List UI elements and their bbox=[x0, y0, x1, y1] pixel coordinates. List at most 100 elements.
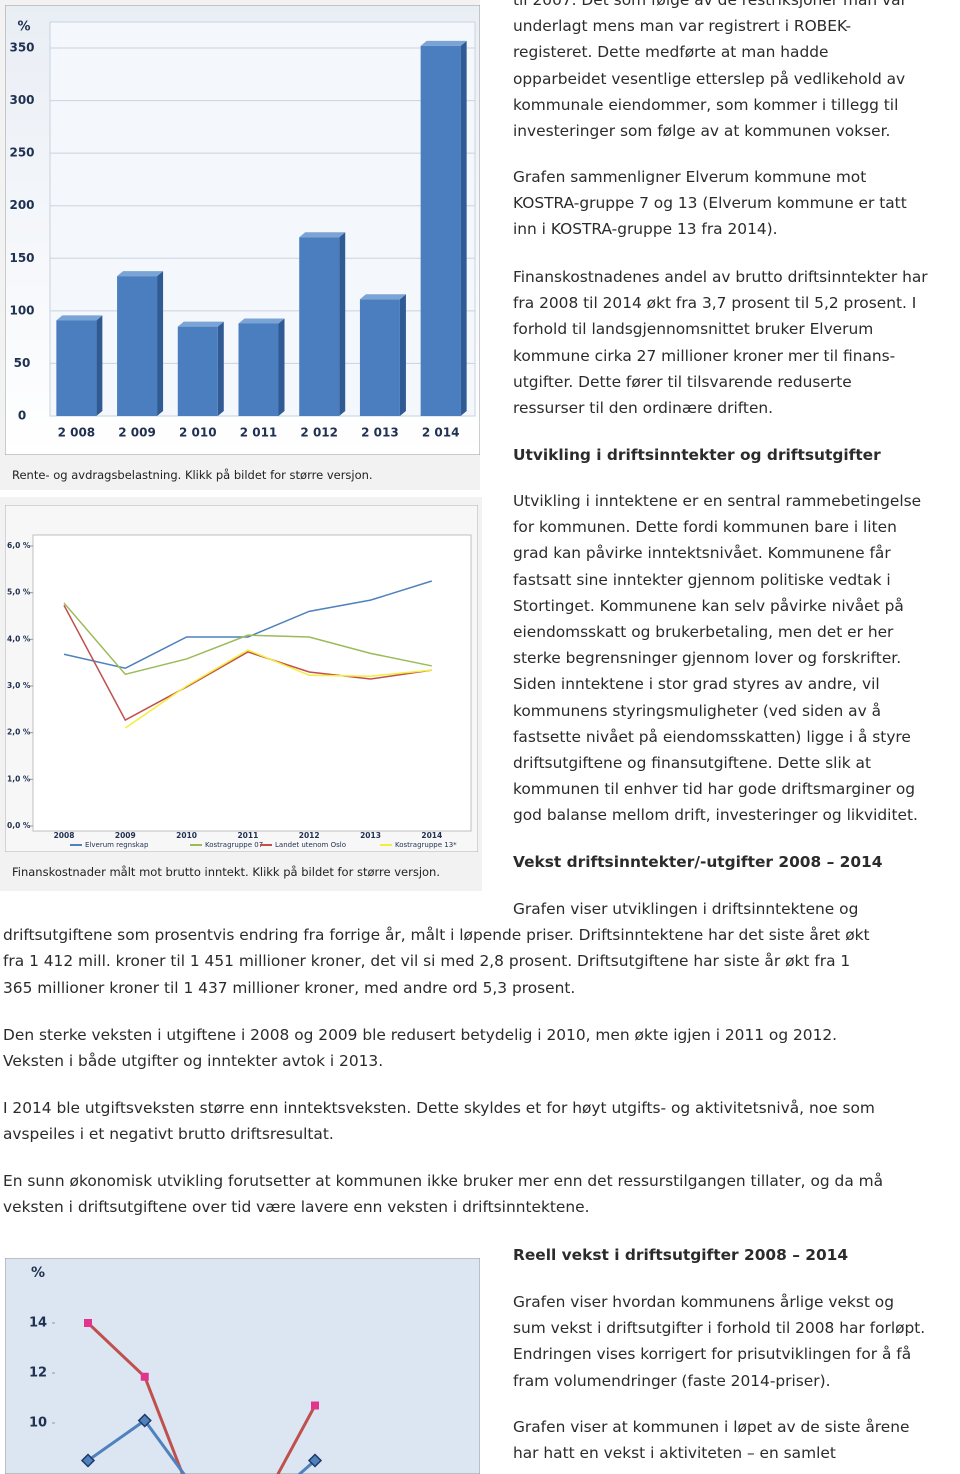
y-tick-label: 6,0 % bbox=[7, 541, 31, 550]
paragraph-line: god balanse mellom drift, investeringer … bbox=[513, 806, 918, 825]
marker bbox=[311, 1401, 319, 1410]
paragraph-line: sum vekst i driftsutgifter i forhold til… bbox=[513, 1319, 926, 1338]
y-tick-label: 4,0 % bbox=[7, 634, 31, 643]
paragraph-line: Finanskostnadenes andel av brutto drifts… bbox=[513, 268, 928, 286]
paragraph-line: for kommunen. Dette fordi kommunen bare … bbox=[513, 518, 897, 537]
section-heading: Vekst driftsinntekter/-utgifter 2008 – 2… bbox=[513, 853, 883, 871]
bar bbox=[177, 326, 218, 416]
series-line bbox=[63, 604, 432, 722]
paragraph-line: driftsutgiftene som prosentvis endring f… bbox=[3, 926, 870, 945]
legend-label: Kostragruppe 13* bbox=[395, 841, 457, 849]
paragraph-line: veksten i driftsutgiftene over tid være … bbox=[3, 1198, 590, 1217]
x-tick-label: 2009 bbox=[115, 831, 136, 840]
series-line bbox=[63, 602, 432, 676]
x-tick-label: 2012 bbox=[299, 831, 320, 840]
bar-top bbox=[359, 294, 406, 300]
bar-top bbox=[299, 232, 346, 238]
paragraph-line: fra 1 412 mill. kroner til 1 451 million… bbox=[3, 952, 851, 971]
series-line bbox=[63, 580, 433, 670]
bar-top bbox=[238, 318, 285, 324]
paragraph-line: Grafen viser hvordan kommunens årlige ve… bbox=[513, 1293, 894, 1311]
x-tick-label: 2013 bbox=[360, 831, 381, 840]
paragraph-line: driftsutgiftene og finansutgiftene. Dett… bbox=[513, 754, 871, 772]
paragraph-line: Endringen vises korrigert for prisutvikl… bbox=[513, 1345, 912, 1364]
paragraph-line: Siden inntektene i stor grad styres av a… bbox=[513, 675, 880, 694]
paragraph-line: kommune cirka 27 millioner kroner mer ti… bbox=[513, 346, 896, 365]
marker bbox=[307, 1453, 323, 1468]
paragraph-line: Stortinget. Kommunene kan selv påvirke n… bbox=[513, 596, 904, 615]
marker bbox=[140, 1372, 149, 1381]
legend-label: Kostragruppe 07 bbox=[205, 841, 263, 849]
x-tick-label: 2 008 bbox=[58, 426, 96, 440]
paragraph-line: Grafen viser utviklingen i driftsinntekt… bbox=[513, 900, 859, 918]
y-tick-label: 12 bbox=[29, 1366, 47, 1381]
y-tick-label: 350 bbox=[9, 41, 34, 55]
paragraph-line: ressurser til den ordinære driften. bbox=[513, 399, 774, 417]
y-tick-label: 14 bbox=[29, 1316, 47, 1331]
paragraph-line: 365 millioner kroner til 1 437 millioner… bbox=[3, 978, 576, 997]
x-tick-label: 2 012 bbox=[300, 426, 338, 440]
line-chart[interactable]: 0,0 % 1,0 % 2,0 % 3,0 % 4,0 % 5,0 % 6,0 % 2008 2… bbox=[5, 505, 478, 852]
paragraph-line: Den sterke veksten i utgiftene i 2008 og… bbox=[3, 1026, 838, 1044]
y-tick-label: 5,0 % bbox=[7, 588, 31, 597]
series-line bbox=[124, 649, 432, 729]
paragraph-line: eiendomsskatt og brukerbetaling, men det… bbox=[513, 623, 894, 641]
section-heading: Utvikling i driftsinntekter og driftsutg… bbox=[513, 446, 881, 464]
chart-background bbox=[5, 1258, 480, 1474]
paragraph-line: Grafen sammenligner Elverum kommune mot bbox=[513, 168, 867, 186]
y-tick-label: 150 bbox=[9, 251, 34, 265]
paragraph-line: kommunens styringsmuligheter (ved siden … bbox=[513, 701, 882, 720]
paragraph-line: forhold til landsgjennomsnittet bruker E… bbox=[513, 320, 874, 339]
bar-top bbox=[117, 271, 164, 277]
bar-top bbox=[56, 315, 103, 321]
paragraph-line: til 2007. Det som følge av de restriksjo… bbox=[513, 0, 907, 9]
bar-side bbox=[339, 232, 346, 416]
paragraph-line: fastsatt sine inntekter gjennom politisk… bbox=[513, 570, 891, 589]
bar-top bbox=[177, 321, 224, 327]
paragraph-line: underlagt mens man var registrert i ROBE… bbox=[513, 17, 851, 36]
y-tick-label: 0,0 % bbox=[7, 821, 31, 830]
bar-side bbox=[157, 271, 164, 416]
bar bbox=[117, 276, 158, 416]
figure-caption: Finanskostnader målt mot brutto inntekt.… bbox=[12, 865, 440, 879]
bar bbox=[420, 45, 461, 417]
marker bbox=[80, 1453, 96, 1468]
x-tick-label: 2014 bbox=[421, 831, 442, 840]
paragraph-line: kommunen til enhver tid har gode driftsm… bbox=[513, 780, 916, 799]
bar-side bbox=[217, 321, 224, 416]
marker bbox=[137, 1413, 152, 1428]
y-axis-label: % bbox=[31, 1265, 45, 1281]
paragraph-line: fastsette nivået på eiendomsskatten) lig… bbox=[513, 727, 911, 746]
paragraph-line: opparbeidet vesentlige etterslep på vedl… bbox=[513, 69, 906, 88]
x-tick-label: 2 010 bbox=[179, 426, 217, 440]
paragraph-line: utgifter. Dette fører til tilsvarende re… bbox=[513, 372, 852, 391]
section-heading: Reell vekst i driftsutgifter 2008 – 2014 bbox=[513, 1246, 849, 1264]
series-line bbox=[86, 1321, 317, 1474]
paragraph-line: avspeiles i et negativt brutto driftsres… bbox=[3, 1125, 334, 1144]
y-tick-label: 3,0 % bbox=[7, 681, 31, 690]
paragraph-line: registeret. Dette medførte at man hadde bbox=[513, 43, 829, 62]
bar-chart[interactable]: % 0 50 100 150 200 250 300 350 2 008 2 009 2 010 2 0… bbox=[5, 5, 480, 455]
y-tick-label: 100 bbox=[9, 303, 34, 317]
y-tick-label: 1,0 % bbox=[7, 774, 31, 783]
x-tick-label: 2 013 bbox=[361, 426, 399, 440]
paragraph-line: kommunale eiendommer, som kommer i tille… bbox=[513, 95, 899, 114]
marker bbox=[84, 1319, 92, 1327]
x-tick-label: 2 011 bbox=[240, 426, 278, 440]
bar bbox=[359, 299, 400, 416]
y-tick-label: 50 bbox=[14, 356, 31, 370]
bar-side bbox=[278, 318, 285, 416]
y-tick-label: 250 bbox=[9, 146, 34, 160]
paragraph-line: Utvikling i inntektene er en sentral ram… bbox=[513, 492, 922, 510]
y-axis-label: % bbox=[17, 20, 30, 35]
paragraph-line: grad kan påvirke inntektsnivået. Kommune… bbox=[513, 544, 891, 563]
bar bbox=[56, 320, 97, 416]
line-chart[interactable]: % 10 12 14 bbox=[5, 1258, 480, 1474]
paragraph-line: fram volumendringer (faste 2014-priser). bbox=[513, 1371, 831, 1390]
legend-label: Landet utenom Oslo bbox=[275, 841, 346, 849]
legend-label: Elverum regnskap bbox=[85, 841, 149, 849]
y-tick-label: 300 bbox=[9, 93, 34, 107]
bar bbox=[238, 323, 279, 416]
y-tick-label: 2,0 % bbox=[7, 728, 31, 737]
